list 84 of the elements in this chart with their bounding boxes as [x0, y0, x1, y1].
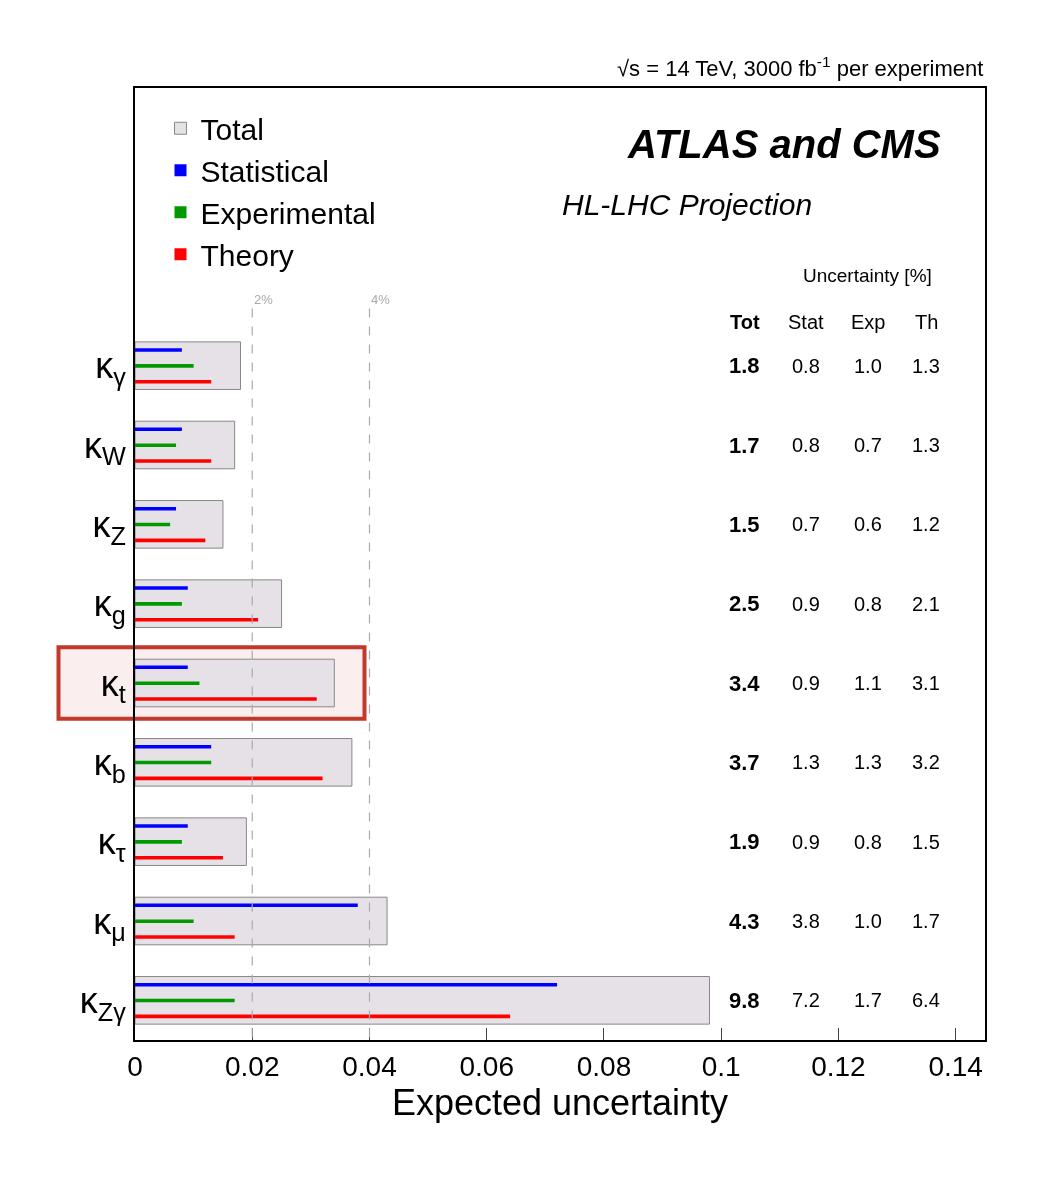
annotation: 0.9: [792, 831, 820, 853]
annotation: 1.7: [912, 910, 940, 932]
y-tick-label: κ$_{τ}$: [97, 821, 126, 867]
y-tick-label: κ$_{Zγ}$: [79, 979, 127, 1026]
annotation: Exp: [851, 311, 886, 333]
annotation: 1.3: [854, 751, 882, 773]
annotation: 4.3: [729, 909, 760, 934]
annotation: 0.6: [854, 513, 882, 535]
annotation: 1.1: [854, 672, 882, 694]
annotation: 0.8: [854, 593, 882, 615]
bar: [135, 840, 182, 844]
y-tick-label: κ$_{W}$: [84, 424, 127, 471]
annotation: 1.9: [729, 829, 760, 854]
bar: [135, 681, 200, 685]
bar: [135, 935, 235, 939]
annotation: Stat: [788, 311, 825, 333]
annotation: 6.4: [912, 989, 940, 1011]
annotation: 3.4: [729, 671, 761, 696]
bar: [135, 824, 188, 828]
annotation: 0.7: [854, 434, 882, 456]
bar: [135, 602, 182, 606]
annotation: Tot: [730, 311, 760, 333]
x-tick-label: 0.06: [459, 1050, 514, 1082]
bar: [135, 348, 182, 352]
annotation: 1.7: [854, 989, 882, 1011]
ref-line-label: 2%: [254, 292, 274, 307]
bar: [135, 697, 317, 701]
annotation: 9.8: [729, 988, 760, 1013]
x-axis-title: Expected uncertainty: [391, 1081, 729, 1123]
text: √s = 14 TeV, 3000 fb$^{-1}$ per experiment: [617, 53, 984, 82]
bar: [135, 919, 194, 923]
annotation: 1.5: [729, 512, 760, 537]
bar: [135, 896, 388, 946]
annotation: 7.2: [792, 989, 820, 1011]
x-tick-label: 0.08: [576, 1050, 632, 1082]
chart-title: ATLAS and CMS: [627, 122, 941, 166]
bar: [135, 364, 194, 368]
annotation: 1.0: [854, 355, 882, 377]
y-tick-label: κ$_{b}$: [93, 741, 126, 788]
y-tick-label: κ$_{Z}$: [92, 503, 126, 550]
bar: [135, 459, 212, 463]
annotation: 0.7: [792, 513, 820, 535]
x-tick-label: 0.1: [701, 1050, 741, 1082]
annotation: Th: [915, 311, 939, 333]
legend-label: Experimental: [200, 196, 376, 230]
bar: [135, 379, 212, 384]
bar: [135, 855, 223, 860]
annotation: 3.8: [792, 910, 820, 932]
annotation: 3.7: [729, 750, 760, 775]
bar: [135, 443, 177, 447]
x-tick-label: 0.04: [342, 1050, 397, 1082]
x-tick-label: 0: [127, 1050, 143, 1082]
x-tick-label: 0.02: [224, 1050, 280, 1082]
x-tick-label: 0.14: [928, 1050, 983, 1082]
y-tick-label: κ$_{γ}$: [95, 345, 127, 391]
ref-line-label: 4%: [371, 292, 391, 307]
y-tick-label: κ$_{t}$: [100, 662, 126, 709]
annotation: 1.7: [729, 433, 760, 458]
annotation: 1.8: [729, 353, 760, 378]
annotation: 1.3: [912, 434, 940, 456]
legend-label: Total: [200, 112, 264, 146]
chart-subtitle: HL-LHC Projection: [562, 188, 813, 221]
legend-label: Theory: [200, 238, 294, 272]
annotation: 3.1: [912, 672, 940, 694]
x-tick-label: 0.12: [811, 1050, 866, 1082]
annotation: 1.3: [912, 355, 940, 377]
annotation: 3.2: [912, 751, 940, 773]
bar: [135, 586, 188, 590]
annotation: 1.3: [792, 751, 820, 773]
annotation: 0.9: [792, 593, 820, 615]
y-tick-label: κ$_{μ}$: [93, 900, 126, 947]
annotation: 0.8: [792, 434, 820, 456]
annotation: 0.8: [854, 831, 882, 853]
annotation: 0.9: [792, 672, 820, 694]
annotation: 2.5: [729, 591, 760, 616]
y-tick-label: κ$_{g}$: [93, 583, 126, 629]
annotation: 2.1: [912, 593, 940, 615]
annotation: 1.2: [912, 513, 940, 535]
bar: [135, 617, 259, 622]
text: Uncertainty [%]: [803, 265, 932, 286]
legend-label: Statistical: [200, 154, 329, 188]
annotation: 1.5: [912, 831, 940, 853]
annotation: 0.8: [792, 355, 820, 377]
annotation: 1.0: [854, 910, 882, 932]
